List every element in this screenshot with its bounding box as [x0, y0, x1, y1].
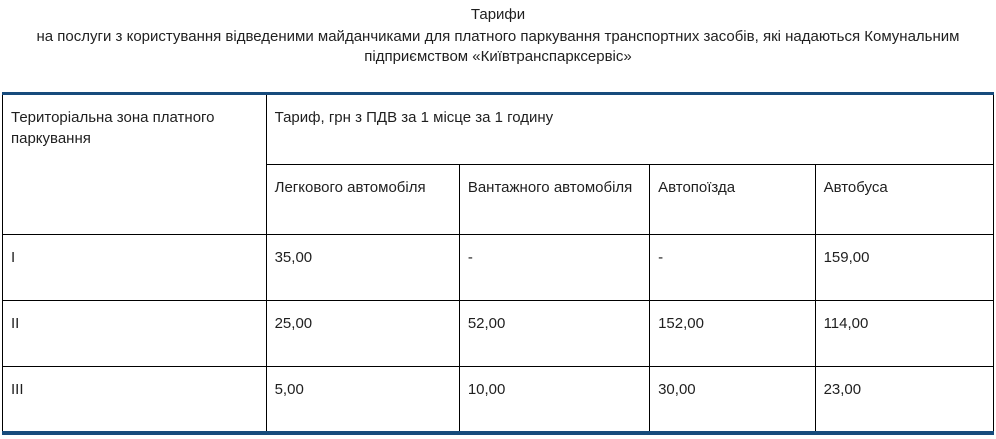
- tariff-cell: -: [458, 234, 651, 301]
- table-header-row-top: Територіальна зона платного паркування Т…: [2, 93, 995, 235]
- page-title: Тарифи: [470, 6, 526, 23]
- zone-cell: II: [2, 300, 267, 367]
- tariff-cell: -: [649, 234, 816, 301]
- vehicle-header-road-train: Автопоїзда: [649, 164, 816, 235]
- vehicle-header-truck: Вантажного автомобіля: [458, 164, 651, 235]
- tariff-group-header: Тариф, грн з ПДВ за 1 місце за 1 годину: [265, 93, 995, 165]
- tariff-cell: 52,00: [458, 300, 651, 367]
- table-row: III 5,00 10,00 30,00 23,00: [2, 366, 995, 433]
- zone-cell: III: [2, 366, 267, 433]
- tariff-cell: 159,00: [814, 234, 995, 301]
- tariff-cell: 10,00: [458, 366, 651, 433]
- zone-column-header: Територіальна зона платного паркування: [2, 93, 267, 235]
- vehicle-header-bus: Автобуса: [814, 164, 995, 235]
- table-row: I 35,00 - - 159,00: [2, 234, 995, 301]
- tariffs-table: Територіальна зона платного паркування Т…: [2, 92, 995, 435]
- tariff-cell: 25,00: [265, 300, 460, 367]
- document-header: Тарифи на послуги з користування відведе…: [0, 0, 996, 67]
- tariff-cell: 30,00: [649, 366, 816, 433]
- tariff-cell: 5,00: [265, 366, 460, 433]
- table-header-row-vehicles: Легкового автомобіля Вантажного автомобі…: [3, 164, 995, 235]
- tariff-cell: 35,00: [265, 234, 460, 301]
- tariff-cell: 114,00: [814, 300, 995, 367]
- zone-cell: I: [2, 234, 267, 301]
- table-row: II 25,00 52,00 152,00 114,00: [2, 300, 995, 367]
- tariff-cell: 23,00: [814, 366, 995, 433]
- tariff-cell: 152,00: [649, 300, 816, 367]
- page-subtitle: на послуги з користування відведеними ма…: [36, 28, 960, 65]
- vehicle-header-passenger-car: Легкового автомобіля: [265, 164, 460, 235]
